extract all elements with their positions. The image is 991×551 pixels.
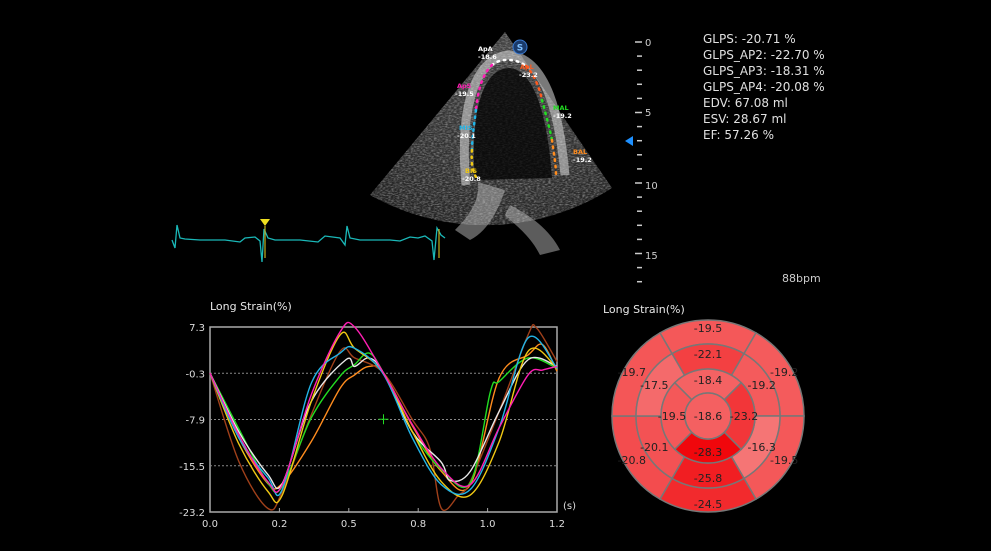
bullseye-title: Long Strain(%) bbox=[603, 303, 685, 316]
apical-segment-value: -23.2 bbox=[730, 410, 758, 423]
apex-segment-value: -18.6 bbox=[694, 410, 722, 423]
glps-ap2: GLPS_AP2: -22.70 % bbox=[703, 48, 825, 62]
ecg-frame-marker-icon[interactable] bbox=[260, 219, 270, 226]
basal-segment-value: -19.7 bbox=[618, 366, 646, 379]
orientation-badge-label: S bbox=[517, 44, 523, 54]
x-axis-label: (s) bbox=[563, 501, 576, 512]
x-tick-label: 0.2 bbox=[271, 519, 287, 530]
segment-name-apa: ApA bbox=[478, 45, 493, 53]
basal-segment-value: -19.5 bbox=[694, 322, 722, 335]
mid-segment-value: -20.1 bbox=[640, 441, 668, 454]
depth-label: 0 bbox=[645, 38, 651, 49]
chart-title: Long Strain(%) bbox=[210, 300, 292, 313]
segment-name-bis: BIS bbox=[465, 167, 477, 175]
strain-series-line-4 bbox=[209, 331, 558, 504]
x-tick-label: 0.5 bbox=[341, 519, 357, 530]
mid-segment-value: -16.3 bbox=[747, 441, 775, 454]
segment-value-apl: -23.2 bbox=[519, 71, 538, 79]
segment-name-mis: MIS bbox=[459, 124, 473, 132]
esv: ESV: 28.67 ml bbox=[703, 112, 787, 126]
mid-segment-value: -17.5 bbox=[640, 379, 668, 392]
y-tick-label: -0.3 bbox=[185, 369, 205, 380]
segment-value-mal: -19.2 bbox=[553, 112, 572, 120]
y-tick-label: -15.5 bbox=[179, 462, 205, 473]
segment-name-mal: MAL bbox=[553, 104, 569, 112]
segment-name-aps: ApS bbox=[457, 82, 472, 90]
glps: GLPS: -20.71 % bbox=[703, 32, 796, 46]
heart-rate: 88bpm bbox=[782, 272, 821, 285]
mid-segment-value: -25.8 bbox=[694, 472, 722, 485]
glps-ap3: GLPS_AP3: -18.31 % bbox=[703, 64, 825, 78]
x-tick-label: 1.2 bbox=[549, 519, 565, 530]
y-tick-label: -7.9 bbox=[185, 416, 205, 427]
apical-segment-value: -19.5 bbox=[658, 410, 686, 423]
basal-segment-value: -20.8 bbox=[618, 454, 646, 467]
echo-fan bbox=[370, 32, 612, 255]
x-tick-label: 0.8 bbox=[410, 519, 426, 530]
bullseye-plot: -19.5 -19.2 -19.5 -24.5 -20.8 -19.7 -22.1 -19.2… bbox=[611, 319, 805, 513]
depth-label: 5 bbox=[645, 108, 651, 119]
depth-scale bbox=[635, 41, 642, 283]
basal-segment-value: -19.5 bbox=[770, 454, 798, 467]
apex-segment[interactable] bbox=[684, 392, 732, 440]
ecg-trace bbox=[171, 219, 446, 263]
strain-series-line-6 bbox=[209, 321, 558, 493]
focus-marker-icon[interactable] bbox=[625, 136, 633, 146]
segment-value-aps: -19.5 bbox=[455, 90, 474, 98]
segment-name-apl: ApL bbox=[520, 63, 534, 71]
segment-value-mis: -20.1 bbox=[457, 132, 476, 140]
edv: EDV: 67.08 ml bbox=[703, 96, 788, 110]
apical-segment-value: -28.3 bbox=[694, 446, 722, 459]
strain-series-line-1 bbox=[209, 323, 558, 511]
depth-label: 15 bbox=[645, 251, 658, 262]
segment-labels: ApA -18.6 ApL -23.2 ApS -19.5 MAL -19.2 … bbox=[455, 45, 592, 183]
strain-chart: 7.3 -0.3 -7.9 -15.5 -23.20.0 0.2 0.5 0.8 1.0 1.2 (… bbox=[179, 321, 576, 530]
x-tick-label: 1.0 bbox=[480, 519, 496, 530]
ef: EF: 57.26 % bbox=[703, 128, 774, 142]
mid-segment-value: -22.1 bbox=[694, 348, 722, 361]
orientation-badge: S bbox=[512, 39, 528, 55]
mid-segment-value: -19.2 bbox=[747, 379, 775, 392]
segment-value-bal: -19.2 bbox=[573, 156, 592, 164]
depth-label: 10 bbox=[645, 181, 658, 192]
segment-value-bis: -20.8 bbox=[462, 175, 481, 183]
measurements-panel: GLPS: -20.71 % GLPS_AP2: -22.70 % GLPS_A… bbox=[703, 31, 825, 143]
glps-ap4: GLPS_AP4: -20.08 % bbox=[703, 80, 825, 94]
segment-value-apa: -18.6 bbox=[478, 53, 497, 61]
y-tick-label: -23.2 bbox=[179, 508, 205, 519]
apical-segment-value: -18.4 bbox=[694, 374, 722, 387]
cursor-crosshair-icon[interactable] bbox=[378, 414, 389, 425]
strain-series-line-3 bbox=[209, 356, 558, 490]
basal-segment-value: -19.2 bbox=[770, 366, 798, 379]
segment-name-bal: BAL bbox=[573, 148, 587, 156]
speckle-tracking-trace bbox=[470, 58, 558, 182]
x-tick-label: 0.0 bbox=[202, 519, 218, 530]
y-tick-label: 7.3 bbox=[189, 323, 205, 334]
basal-segment-value: -24.5 bbox=[694, 498, 722, 511]
